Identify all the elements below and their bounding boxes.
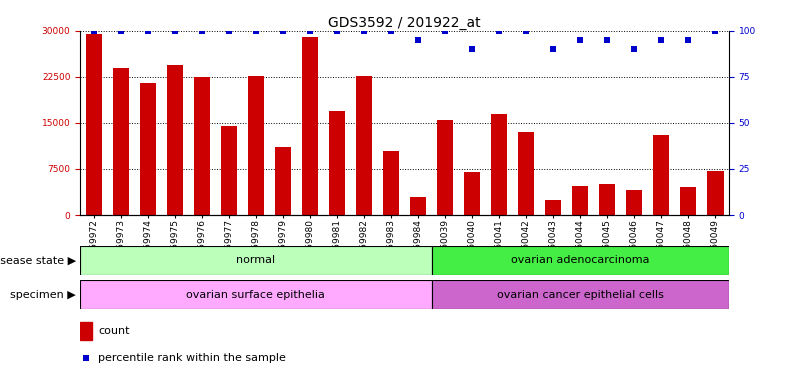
- Bar: [680, 187, 697, 215]
- Title: GDS3592 / 201922_at: GDS3592 / 201922_at: [328, 16, 481, 30]
- Bar: [654, 135, 670, 215]
- Text: specimen ▶: specimen ▶: [10, 290, 76, 300]
- Bar: [410, 197, 426, 215]
- Bar: [707, 171, 723, 215]
- Bar: [599, 184, 615, 215]
- Point: [195, 28, 208, 34]
- Point: [439, 28, 452, 34]
- Point: [412, 37, 425, 43]
- Bar: [328, 111, 345, 215]
- Point: [168, 28, 181, 34]
- Text: percentile rank within the sample: percentile rank within the sample: [99, 353, 286, 362]
- Bar: [356, 76, 372, 215]
- Bar: [194, 77, 210, 215]
- Bar: [302, 37, 318, 215]
- Text: ovarian adenocarcinoma: ovarian adenocarcinoma: [511, 255, 650, 265]
- Bar: [464, 172, 480, 215]
- Point: [79, 354, 92, 361]
- Point: [547, 46, 560, 52]
- Point: [276, 28, 289, 34]
- Point: [709, 28, 722, 34]
- Bar: [80, 322, 92, 340]
- Point: [655, 37, 668, 43]
- Point: [628, 46, 641, 52]
- Point: [574, 37, 586, 43]
- Point: [87, 28, 100, 34]
- Bar: [248, 76, 264, 215]
- Bar: [545, 200, 562, 215]
- Point: [223, 28, 235, 34]
- Point: [249, 28, 262, 34]
- Point: [304, 28, 316, 34]
- Point: [520, 28, 533, 34]
- Point: [331, 28, 344, 34]
- Point: [465, 46, 478, 52]
- Bar: [437, 120, 453, 215]
- Bar: [112, 68, 129, 215]
- Bar: [275, 147, 291, 215]
- Bar: [80, 246, 432, 275]
- Text: count: count: [99, 326, 130, 336]
- Bar: [491, 114, 507, 215]
- Bar: [167, 65, 183, 215]
- Point: [384, 28, 397, 34]
- Bar: [572, 185, 588, 215]
- Text: ovarian surface epithelia: ovarian surface epithelia: [187, 290, 325, 300]
- Point: [115, 28, 127, 34]
- Bar: [80, 280, 432, 309]
- Bar: [432, 280, 729, 309]
- Point: [357, 28, 370, 34]
- Text: disease state ▶: disease state ▶: [0, 255, 76, 265]
- Point: [493, 28, 505, 34]
- Bar: [518, 132, 534, 215]
- Bar: [626, 190, 642, 215]
- Bar: [86, 34, 102, 215]
- Point: [682, 37, 694, 43]
- Text: normal: normal: [236, 255, 276, 265]
- Bar: [139, 83, 155, 215]
- Text: ovarian cancer epithelial cells: ovarian cancer epithelial cells: [497, 290, 664, 300]
- Bar: [432, 246, 729, 275]
- Point: [601, 37, 614, 43]
- Bar: [383, 151, 399, 215]
- Bar: [221, 126, 237, 215]
- Point: [141, 28, 154, 34]
